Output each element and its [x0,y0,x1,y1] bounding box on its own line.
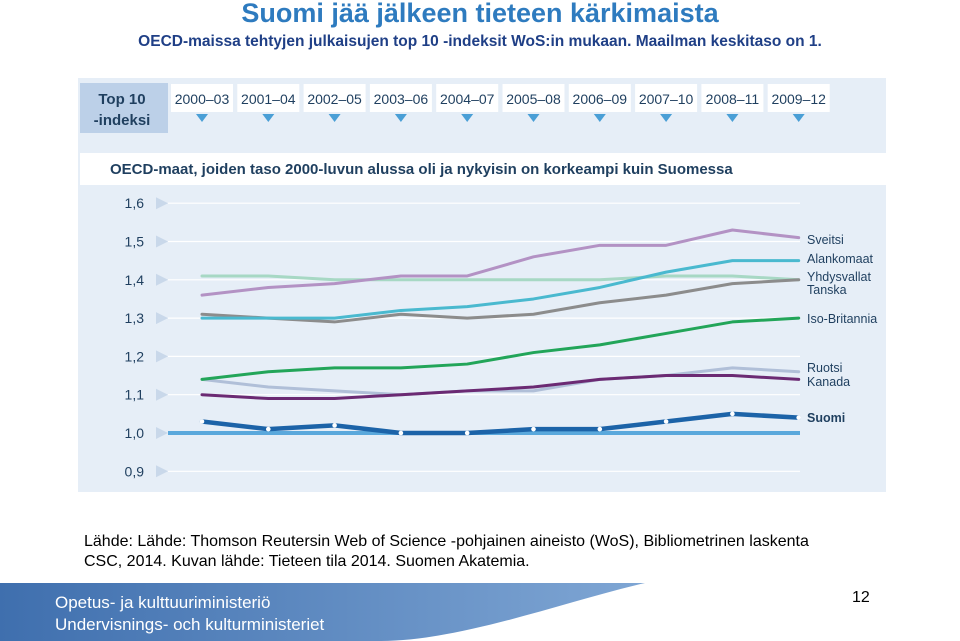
period-label: 2006–09 [573,91,628,107]
ministry-name-fi: Opetus- ja kulttuuriministeriö [55,593,271,612]
y-tick-arrow [156,388,168,401]
y-tick-label: 1,4 [125,272,145,288]
period-label: 2000–03 [175,91,230,107]
y-tick-arrow [156,350,168,363]
series-label: Alankomaat [807,252,874,266]
series-label: Suomi [807,411,845,425]
suomi-point [266,426,271,432]
period-marker [593,114,606,122]
period-box [502,84,565,112]
period-marker [262,114,275,122]
suomi-point [332,423,337,428]
index-label-box [80,83,168,133]
series-label: Sveitsi [807,233,844,247]
index-label-line2: -indeksi [94,112,151,129]
suomi-point [730,411,735,417]
series-label: Kanada [807,375,850,389]
period-box [635,84,698,112]
period-label: 2005–08 [506,91,561,107]
period-marker [196,114,208,122]
suomi-point [398,430,404,436]
series-line-suomi [199,411,801,436]
period-marker [527,114,540,122]
y-tick-label: 1,1 [125,387,145,403]
period-box [436,84,499,112]
series-line-sveitsi [200,228,801,297]
source-note: Lähde: Lähde: Thomson Reutersin Web of S… [84,532,904,572]
series-label: Tanska [807,283,847,297]
series-line-iso-britannia [200,316,801,381]
series-label: Yhdysvallat [807,270,871,284]
source-line-2: CSC, 2014. Kuvan lähde: Tieteen tila 201… [84,553,530,570]
period-box [701,84,764,112]
series-line-kanada [200,374,801,401]
slide-title: Suomi jää jälkeen tieteen kärkimaista [241,0,719,28]
y-tick-arrow [156,273,168,286]
y-tick-label: 1,5 [125,234,145,250]
suomi-point [531,426,536,432]
period-box [303,84,366,112]
y-tick-label: 1,0 [125,425,145,441]
period-marker [726,114,739,122]
page-number: 12 [852,589,870,606]
suomi-point [663,419,669,424]
series-line-yhdysvallat [200,274,801,282]
series-line-alankomaat [200,259,801,320]
y-tick-arrow [156,235,168,248]
y-axis-ticks: 1,6 1,5 1,4 1,3 1,2 1,1 1,0 0,9 [125,195,168,479]
y-tick-arrow [156,312,168,325]
footer-band [0,583,645,641]
period-marker [792,114,805,122]
period-box [171,84,233,112]
period-label: 2002–05 [307,91,362,107]
period-label: 2008–11 [706,91,760,107]
period-marker [394,114,407,122]
chart-title-band [80,153,886,185]
period-label: 2009–12 [771,91,826,107]
period-marker [328,114,341,122]
period-box [767,84,830,112]
ministry-name: Opetus- ja kulttuuriministeriö Undervisn… [55,592,324,636]
series-label: Ruotsi [807,361,842,375]
series-lines [199,228,801,436]
y-tick-label: 0,9 [125,463,145,479]
period-label: 2004–07 [440,91,495,107]
oecd-top10-chart: Top 10 -indeksi 2000–03 2001–04 2002–05 200… [78,78,886,492]
index-label-line1: Top 10 [98,91,145,108]
suomi-point [199,419,205,424]
series-line-tanska [200,278,801,324]
source-line-1: Lähde: Lähde: Thomson Reutersin Web of S… [84,533,809,550]
period-box [568,84,631,112]
suomi-point [464,430,470,436]
period-marker [461,114,474,122]
period-box [237,84,300,112]
y-tick-arrow [156,197,168,210]
ministry-name-sv: Undervisnings- och kulturministeriet [55,615,325,634]
y-tick-label: 1,3 [125,310,145,326]
slide-subtitle: OECD-maissa tehtyjen julkaisujen top 10 … [138,33,822,50]
period-headers: 2000–03 2001–04 2002–05 2003–06 2004–07 2005–… [171,84,830,122]
chart-title: OECD-maat, joiden taso 2000-luvun alussa… [110,161,733,178]
suomi-point [597,426,603,432]
period-label: 2003–06 [374,91,429,107]
period-label: 2001–04 [241,91,296,107]
period-label: 2007–10 [639,91,694,107]
y-tick-label: 1,2 [125,348,145,364]
series-label: Iso-Britannia [807,312,877,326]
y-tick-label: 1,6 [125,195,145,211]
y-tick-arrow [156,465,168,478]
series-line-ruotsi [200,366,801,397]
y-tick-arrow [156,427,168,439]
suomi-point [796,415,801,420]
period-box [369,84,432,112]
period-marker [660,114,673,122]
